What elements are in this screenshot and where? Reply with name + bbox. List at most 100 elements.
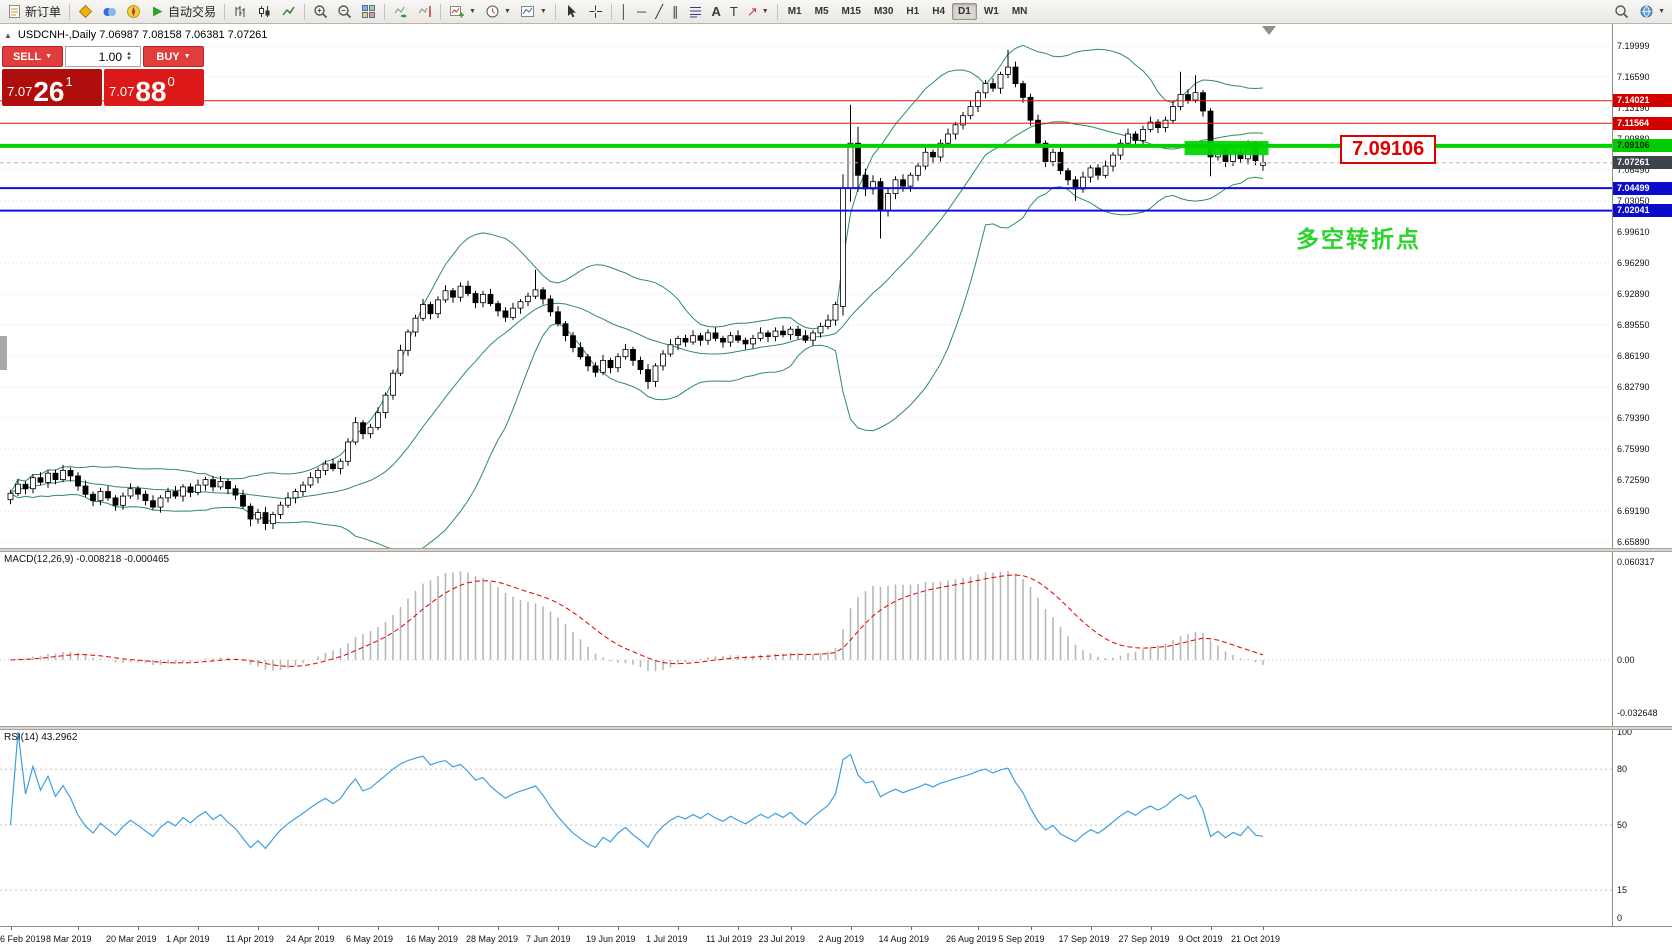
timeframe-h4-button[interactable]: H4: [932, 6, 946, 17]
date-tick: [1030, 927, 1032, 930]
candle: [1125, 133, 1131, 144]
price-callout[interactable]: 7.09106: [1340, 135, 1437, 164]
rsi-panel[interactable]: [0, 730, 1612, 926]
candle: [772, 330, 779, 338]
cursor-button[interactable]: [560, 1, 583, 23]
macd-panel[interactable]: [0, 552, 1612, 726]
bar-chart-button[interactable]: [229, 1, 252, 23]
volume-down-icon[interactable]: ▼: [126, 55, 132, 62]
rsi-axis-label: 0: [1617, 913, 1623, 923]
price-axis[interactable]: 7.199997.165907.131907.098807.064907.030…: [1612, 24, 1672, 952]
candle: [982, 83, 989, 94]
date-tick: [618, 927, 619, 930]
candlestick-chart-button[interactable]: [253, 1, 276, 23]
auto-trading-button[interactable]: 自动交易: [146, 1, 220, 23]
collapse-panel-icon[interactable]: ▲: [4, 30, 12, 40]
candle: [412, 317, 419, 333]
panel-separator[interactable]: [0, 726, 1672, 730]
search-button[interactable]: [1610, 1, 1633, 23]
toolbar-separator: [776, 3, 778, 20]
candle: [472, 293, 479, 304]
candle: [825, 319, 831, 327]
rsi-axis-label: 15: [1617, 885, 1628, 895]
buy-price-sup: 0: [167, 74, 175, 89]
text-button[interactable]: A: [708, 1, 725, 23]
new-chart-button[interactable]: ▼: [445, 1, 480, 23]
candle: [465, 285, 471, 294]
buy-price-box[interactable]: 7.07 88 0: [104, 69, 204, 106]
price-chart-panel[interactable]: [0, 24, 1612, 548]
highlight-box[interactable]: [1184, 141, 1269, 156]
timeframe-h1-button[interactable]: H1: [906, 6, 920, 17]
chevron-down-icon: ▼: [539, 8, 547, 15]
timeframe-d1-button[interactable]: D1: [952, 3, 977, 20]
navigator-button[interactable]: [122, 1, 145, 23]
crosshair-button[interactable]: [584, 1, 607, 23]
vertical-line-icon: │: [619, 4, 628, 19]
candle: [442, 290, 449, 301]
auto-scroll-button[interactable]: [389, 1, 412, 23]
data-window-button[interactable]: [98, 1, 121, 23]
timeframe-m30-button[interactable]: M30: [873, 6, 894, 17]
date-axis[interactable]: 6 Feb 2019 8 Mar 2019 20 Mar 2019 1 Apr 201…: [0, 926, 1672, 952]
bollinger-middle: [10, 121, 1264, 499]
new-order-button[interactable]: 新订单: [3, 1, 65, 23]
timeframe-m1-button[interactable]: M1: [787, 6, 802, 17]
buy-options-caret-icon[interactable]: ▼: [183, 53, 191, 60]
date-label: 7 Jun 2019: [526, 934, 571, 944]
period-button[interactable]: ▼: [481, 1, 515, 23]
timeframe-w1-button[interactable]: W1: [983, 6, 999, 17]
channel-button[interactable]: ∥: [668, 1, 683, 23]
macd-label: MACD(12,26,9) -0.008218 -0.000465: [4, 554, 170, 565]
chart-shift-marker[interactable]: [1262, 26, 1276, 35]
date-tick: [978, 927, 979, 930]
horizontal-line-button[interactable]: ─: [633, 1, 650, 23]
timeframe-mn-button[interactable]: MN: [1011, 6, 1028, 17]
candle: [1020, 83, 1026, 98]
vertical-line-button[interactable]: │: [616, 1, 632, 23]
sell-price-box[interactable]: 7.07 26 1: [2, 69, 102, 106]
zoom-in-button[interactable]: [309, 1, 332, 23]
candle: [1200, 92, 1206, 112]
candle: [1087, 167, 1094, 178]
templates-button[interactable]: ▼: [516, 1, 551, 23]
candle: [210, 479, 216, 488]
date-label: 19 Jun 2019: [586, 934, 636, 944]
candle: [277, 504, 284, 515]
label-button[interactable]: T: [726, 1, 742, 23]
bollinger-upper: [10, 44, 1264, 494]
date-tick: [318, 927, 319, 930]
candle: [742, 339, 749, 345]
date-label: 5 Sep 2019: [998, 934, 1045, 944]
sell-button[interactable]: SELL ▼: [2, 46, 63, 67]
buy-button[interactable]: BUY ▼: [143, 46, 204, 67]
line-chart-button[interactable]: [277, 1, 300, 23]
fibonacci-button[interactable]: [684, 1, 707, 23]
rsi-axis-label: 50: [1617, 820, 1628, 830]
tile-windows-button[interactable]: [357, 1, 380, 23]
volume-up-icon[interactable]: ▲: [126, 50, 132, 57]
timeframe-m15-button[interactable]: M15: [841, 6, 861, 17]
fibonacci-icon: [689, 7, 701, 18]
market-watch-button[interactable]: [74, 1, 97, 23]
date-tick: [198, 927, 199, 930]
panel-separator[interactable]: [0, 548, 1672, 552]
chart-annotation-text[interactable]: 多空转折点: [1296, 226, 1421, 252]
trendline-button[interactable]: ╱: [651, 1, 667, 23]
volume-input[interactable]: [66, 49, 124, 64]
candle: [645, 369, 651, 382]
candle: [322, 463, 329, 471]
timeframe-m5-button[interactable]: M5: [814, 6, 829, 17]
new-order-label: 新订单: [25, 5, 62, 19]
sell-options-caret-icon[interactable]: ▼: [45, 53, 53, 60]
community-button[interactable]: ▼: [1635, 1, 1669, 23]
candle: [127, 488, 134, 497]
chart-shift-button[interactable]: [413, 1, 436, 23]
date-tick: [678, 927, 679, 930]
candle: [1140, 129, 1146, 141]
date-tick: [138, 927, 139, 930]
zoom-out-button[interactable]: [333, 1, 356, 23]
arrows-button[interactable]: ↗ ▼: [743, 1, 773, 23]
candle: [1057, 151, 1064, 172]
price-tag: 7.09106: [1613, 139, 1672, 152]
